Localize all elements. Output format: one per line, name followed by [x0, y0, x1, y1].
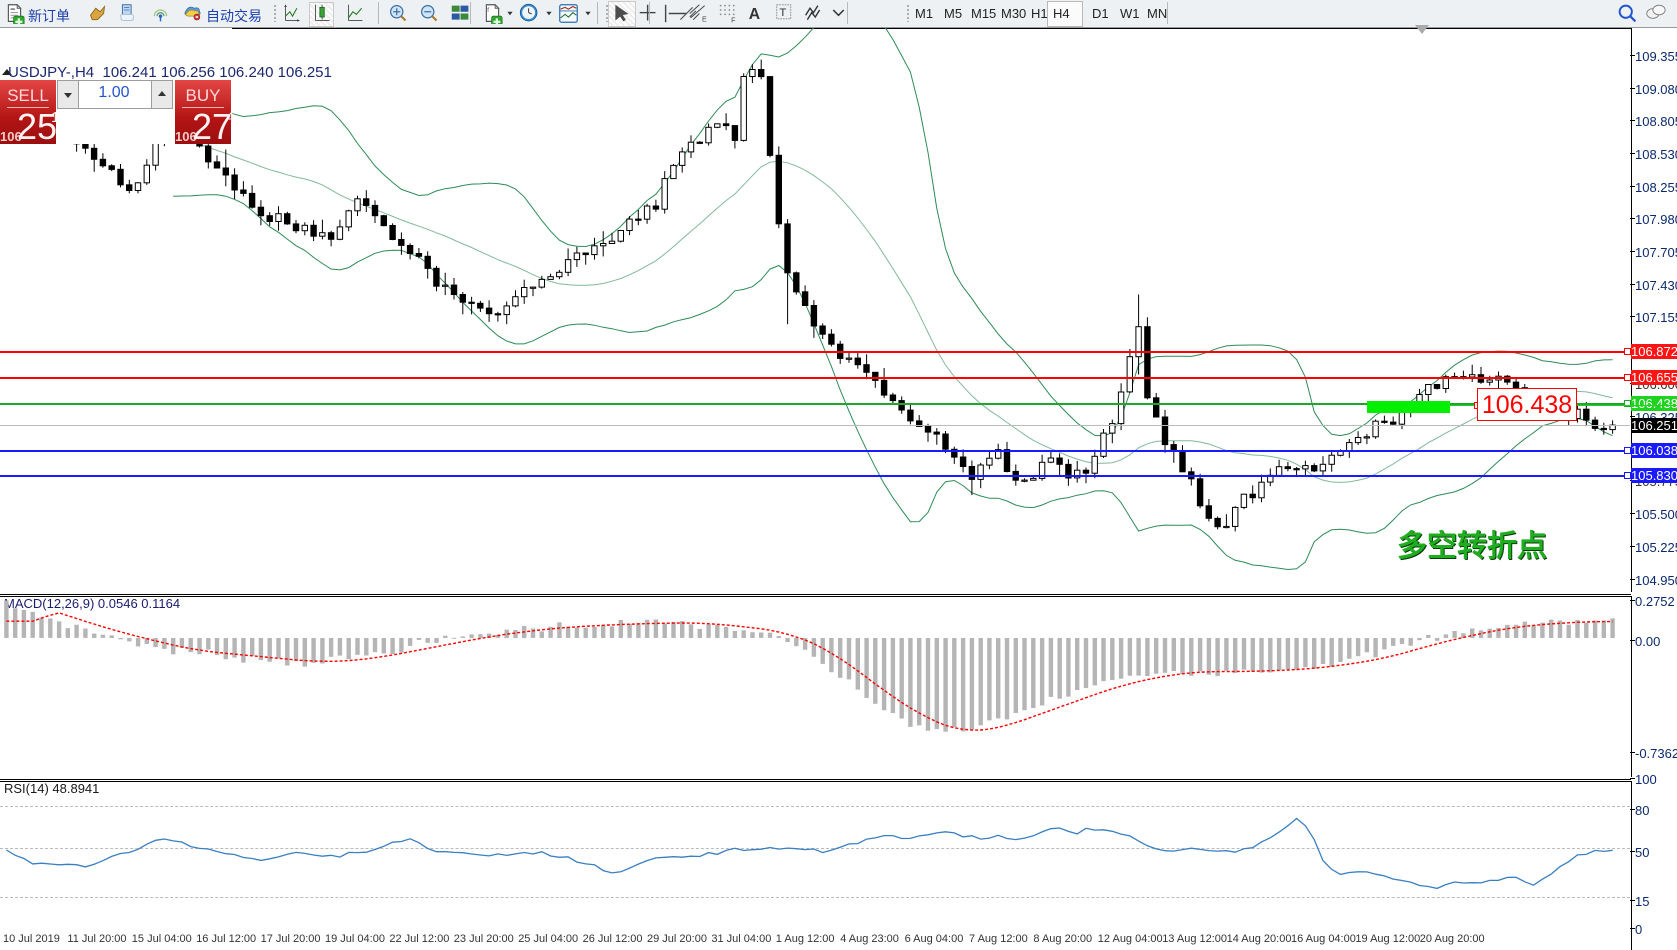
- svg-text:T: T: [779, 7, 786, 19]
- svg-text:A: A: [749, 6, 760, 23]
- svg-text:E: E: [702, 16, 707, 23]
- svg-text:F: F: [731, 17, 735, 24]
- svg-text:f: f: [487, 7, 489, 14]
